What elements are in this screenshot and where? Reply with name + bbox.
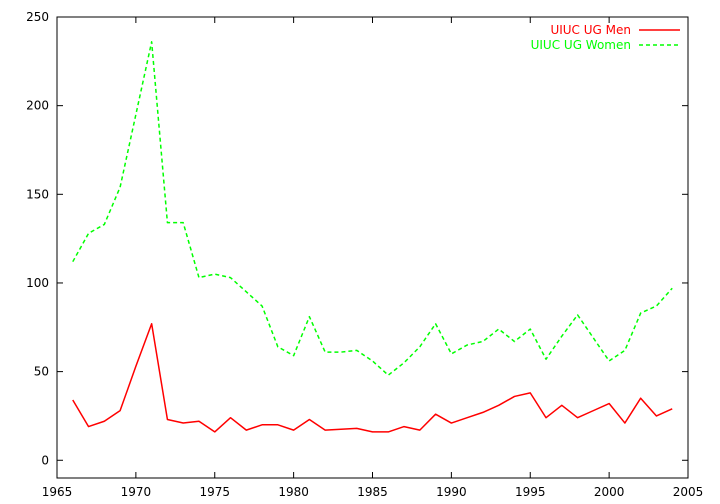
series-line-uiuc-ug-men <box>72 322 673 433</box>
x-tick-label: 1965 <box>42 485 73 499</box>
series-line-uiuc-ug-women <box>72 41 673 376</box>
y-tick-label: 250 <box>26 10 49 24</box>
legend-label-uiuc-ug-women: UIUC UG Women <box>531 38 631 52</box>
x-tick-label: 1995 <box>515 485 546 499</box>
y-tick-label: 100 <box>26 276 49 290</box>
x-tick-label: 2005 <box>673 485 704 499</box>
x-tick-label: 2000 <box>594 485 625 499</box>
x-tick-label: 1975 <box>199 485 230 499</box>
series-layer <box>72 41 673 433</box>
x-tick-label: 1990 <box>436 485 467 499</box>
x-tick-label: 1980 <box>278 485 309 499</box>
y-tick-label: 200 <box>26 99 49 113</box>
plot-frame <box>56 16 689 479</box>
x-axis: 1965 1970 1975 1980 1985 1990 1995 2000 2005 <box>42 17 704 499</box>
x-tick-label: 1985 <box>357 485 388 499</box>
legend-label-uiuc-ug-men: UIUC UG Men <box>550 23 631 37</box>
y-axis: 0 50 100 150 200 250 <box>26 10 688 467</box>
y-tick-label: 150 <box>26 187 49 201</box>
x-tick-label: 1970 <box>121 485 152 499</box>
y-tick-label: 0 <box>41 453 49 467</box>
y-tick-label: 50 <box>34 365 49 379</box>
